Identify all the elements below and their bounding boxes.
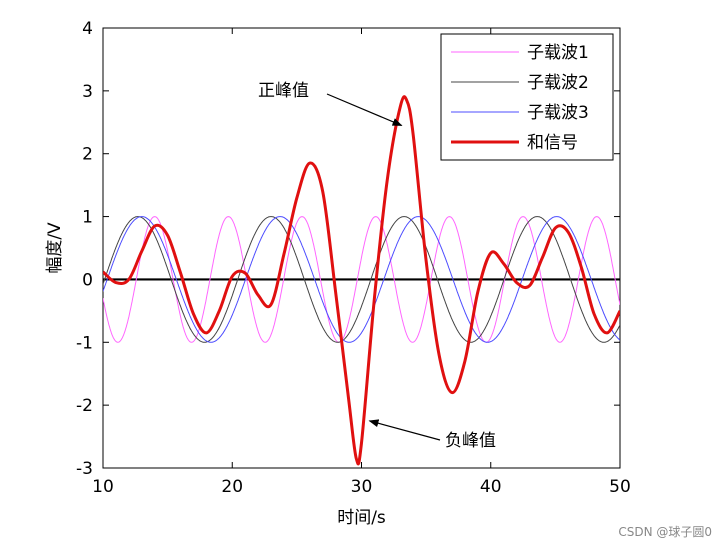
y-tick-label: 1 bbox=[82, 208, 93, 228]
legend-box bbox=[440, 33, 614, 161]
x-tick-label: 10 bbox=[92, 477, 114, 497]
y-tick-label: -1 bbox=[76, 333, 93, 353]
x-tick-label: 20 bbox=[221, 477, 243, 497]
x-axis-label: 时间/s bbox=[337, 508, 386, 528]
legend-entry-2: 子载波2 bbox=[527, 73, 589, 93]
annotation-negative-arrow bbox=[368, 419, 441, 441]
x-tick-label: 40 bbox=[480, 477, 502, 497]
legend: 子载波1 子载波2 子载波3 和信号 bbox=[440, 33, 614, 161]
annotation-positive-peak: 正峰值 bbox=[258, 81, 309, 101]
annotation-positive-arrow bbox=[326, 93, 403, 126]
series-line-3 bbox=[103, 216, 620, 343]
y-tick-label: 3 bbox=[82, 82, 93, 102]
y-tick-label: -2 bbox=[76, 396, 93, 416]
y-tick-label: 0 bbox=[82, 270, 93, 290]
series-line-sum bbox=[103, 95, 620, 466]
series-layer bbox=[103, 95, 620, 466]
x-tick-label: 30 bbox=[351, 477, 373, 497]
legend-entry-3: 子载波3 bbox=[527, 103, 589, 123]
y-axis-label: 幅度/V bbox=[45, 222, 65, 274]
legend-entry-4: 和信号 bbox=[527, 133, 578, 153]
y-tick-label: -3 bbox=[76, 459, 93, 479]
series-line-2 bbox=[103, 216, 620, 343]
legend-entry-1: 子载波1 bbox=[527, 43, 589, 63]
series-line-1 bbox=[103, 216, 620, 343]
axes-frame bbox=[102, 27, 621, 469]
annotation-negative-peak: 负峰值 bbox=[445, 431, 496, 451]
axes: 10 20 30 40 50 -3 -2 -1 0 1 2 3 4 时间/s 幅度/V bbox=[45, 19, 631, 528]
watermark: CSDN @球子圆0 bbox=[618, 525, 712, 539]
x-tick-label: 50 bbox=[609, 477, 631, 497]
y-tick-label: 4 bbox=[82, 19, 93, 39]
y-tick-label: 2 bbox=[82, 145, 93, 165]
